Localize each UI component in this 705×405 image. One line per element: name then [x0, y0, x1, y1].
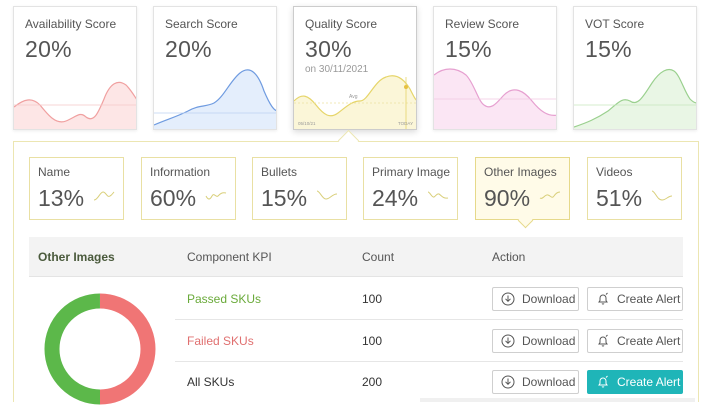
download-icon	[501, 375, 515, 389]
bell-alert-icon	[598, 292, 608, 305]
kpi-all-skus: All SKUs	[187, 375, 235, 389]
column-header-count: Count	[362, 250, 395, 264]
component-label: Name	[38, 165, 71, 179]
search-score-card[interactable]: Search Score 20%	[153, 6, 277, 130]
component-card-information[interactable]: Information 60%	[141, 157, 236, 220]
component-label: Bullets	[261, 165, 298, 179]
score-value: 15%	[445, 36, 492, 62]
today-label: TODAY	[398, 121, 413, 126]
donut-slice-failed	[99, 293, 156, 405]
create-alert-label: Create Alert	[617, 292, 681, 306]
search-sparkline	[154, 69, 276, 129]
column-header-kpi: Component KPI	[187, 250, 272, 264]
bell-alert-icon	[598, 334, 608, 347]
kpi-table-header: Other Images Component KPI Count Action	[29, 237, 683, 277]
score-label: Search Score	[165, 17, 238, 31]
sku-donut-chart	[44, 293, 156, 405]
score-value: 30%	[305, 36, 352, 62]
create-alert-button[interactable]: Create Alert	[587, 287, 683, 311]
component-label: Information	[150, 165, 211, 179]
quality-sparkline: Avg 05/10/21 TODAY	[294, 75, 416, 129]
footer-bar	[420, 398, 695, 402]
mini-trend-icon	[316, 190, 338, 200]
count-value: 100	[362, 334, 383, 348]
avg-label: Avg	[349, 94, 358, 100]
score-value: 20%	[25, 36, 72, 62]
component-value: 15%	[261, 185, 308, 211]
quality-score-card[interactable]: Quality Score 30% on 30/11/2021 Avg 05/1…	[293, 6, 417, 130]
mini-trend-icon	[539, 191, 561, 199]
create-alert-label: Create Alert	[617, 375, 681, 389]
create-alert-button-primary[interactable]: Create Alert	[587, 370, 683, 394]
create-alert-button[interactable]: Create Alert	[587, 329, 683, 353]
download-button[interactable]: Download	[492, 287, 579, 311]
review-score-card[interactable]: Review Score 15%	[433, 6, 557, 130]
component-card-name[interactable]: Name 13%	[29, 157, 124, 220]
component-value: 90%	[484, 185, 531, 211]
component-card-videos[interactable]: Videos 51%	[587, 157, 682, 220]
mini-trend-icon	[427, 191, 449, 199]
score-label: Review Score	[445, 17, 520, 31]
section-title: Other Images	[38, 250, 115, 264]
score-value: 15%	[585, 36, 632, 62]
mini-trend-icon	[205, 192, 227, 200]
download-label: Download	[522, 292, 576, 306]
download-label: Download	[522, 375, 576, 389]
component-label: Videos	[596, 165, 633, 179]
kpi-passed-skus: Passed SKUs	[187, 292, 262, 306]
count-value: 200	[362, 375, 383, 389]
score-date: on 30/11/2021	[305, 64, 369, 75]
vot-sparkline	[574, 68, 696, 129]
download-icon	[501, 334, 515, 348]
component-value: 24%	[372, 185, 419, 211]
component-value: 13%	[38, 185, 85, 211]
column-header-action: Action	[492, 250, 526, 264]
mini-trend-icon	[93, 191, 115, 201]
component-card-other-images[interactable]: Other Images 90%	[475, 157, 570, 220]
start-date-label: 05/10/21	[298, 121, 316, 126]
kpi-failed-skus: Failed SKUs	[187, 334, 254, 348]
component-label: Other Images	[484, 165, 557, 179]
mini-trend-icon	[651, 190, 673, 201]
row-divider	[175, 361, 683, 362]
download-button[interactable]: Download	[492, 329, 579, 353]
availability-score-card[interactable]: Availability Score 20%	[13, 6, 137, 130]
component-value: 51%	[596, 185, 643, 211]
row-divider	[175, 319, 683, 320]
donut-slice-passed	[44, 293, 101, 405]
download-label: Download	[522, 334, 576, 348]
download-icon	[501, 292, 515, 306]
score-label: Availability Score	[25, 17, 117, 31]
count-value: 100	[362, 292, 383, 306]
component-card-primary-image[interactable]: Primary Image 24%	[363, 157, 458, 220]
bell-alert-icon	[598, 375, 608, 388]
create-alert-label: Create Alert	[617, 334, 681, 348]
score-label: VOT Score	[585, 17, 645, 31]
review-sparkline	[434, 68, 556, 129]
vot-score-card[interactable]: VOT Score 15%	[573, 6, 697, 130]
component-value: 60%	[150, 185, 197, 211]
component-label: Primary Image	[372, 165, 451, 179]
availability-sparkline	[14, 81, 136, 129]
download-button[interactable]: Download	[492, 370, 579, 394]
score-value: 20%	[165, 36, 212, 62]
score-label: Quality Score	[305, 17, 378, 31]
component-card-bullets[interactable]: Bullets 15%	[252, 157, 347, 220]
